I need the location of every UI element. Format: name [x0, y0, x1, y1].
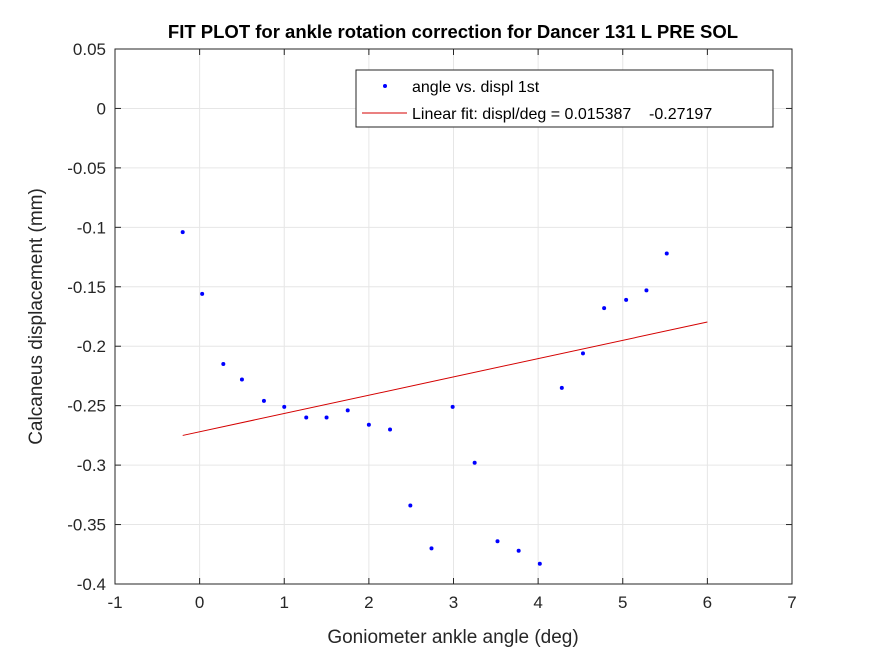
- data-point: [516, 548, 521, 553]
- legend-marker-scatter: [383, 84, 387, 88]
- fit-line: [182, 321, 708, 436]
- y-tick-label: -0.4: [77, 575, 106, 594]
- chart-title: FIT PLOT for ankle rotation correction f…: [168, 21, 738, 42]
- fit-layer: [182, 321, 708, 436]
- x-axis-label: Goniometer ankle angle (deg): [327, 627, 578, 648]
- data-point: [388, 427, 393, 432]
- data-point: [537, 561, 542, 566]
- y-tick-label: -0.25: [67, 397, 106, 416]
- data-point: [282, 404, 287, 409]
- x-axis-ticks: -1 0 1 2 3 4 5 6 7: [107, 49, 797, 612]
- data-point: [644, 288, 649, 293]
- y-tick-label: -0.3: [77, 456, 106, 475]
- data-point: [366, 422, 371, 427]
- x-tick-label: -1: [107, 593, 122, 612]
- y-tick-label: -0.1: [77, 218, 106, 237]
- data-point: [559, 385, 564, 390]
- data-point: [345, 408, 350, 413]
- x-tick-label: 6: [703, 593, 712, 612]
- x-tick-label: 0: [195, 593, 204, 612]
- x-tick-label: 7: [787, 593, 796, 612]
- x-tick-label: 1: [280, 593, 289, 612]
- x-tick-label: 4: [533, 593, 542, 612]
- data-point: [580, 351, 585, 356]
- data-point: [429, 546, 434, 551]
- y-tick-label: -0.05: [67, 159, 106, 178]
- data-point: [602, 306, 607, 311]
- data-point: [200, 291, 205, 296]
- data-point: [495, 539, 500, 544]
- data-point: [664, 251, 669, 256]
- y-tick-label: -0.15: [67, 278, 106, 297]
- data-point: [472, 460, 477, 465]
- legend: angle vs. displ 1st Linear fit: displ/de…: [355, 69, 774, 128]
- y-axis-label: Calcaneus displacement (mm): [26, 188, 47, 445]
- y-tick-label: 0: [97, 99, 106, 118]
- x-tick-label: 2: [364, 593, 373, 612]
- y-tick-label: -0.35: [67, 516, 106, 535]
- data-point: [324, 415, 329, 420]
- legend-box: [355, 69, 774, 128]
- data-point: [261, 398, 266, 403]
- data-point: [304, 415, 309, 420]
- data-point: [239, 377, 244, 382]
- y-tick-label: 0.05: [73, 40, 106, 59]
- x-tick-label: 3: [449, 593, 458, 612]
- data-point: [450, 404, 455, 409]
- legend-label-scatter: angle vs. displ 1st: [412, 79, 540, 96]
- y-axis-ticks: 0.05 0 -0.05 -0.1 -0.15 -0.2 -0.25 -0.3 -0.35 -0.…: [67, 40, 792, 594]
- data-point: [180, 230, 185, 235]
- scatter-layer: [180, 230, 669, 566]
- legend-label-fit: Linear fit: displ/deg = 0.015387 -0.2719…: [412, 106, 712, 123]
- data-point: [408, 503, 413, 508]
- y-tick-label: -0.2: [77, 337, 106, 356]
- data-point: [624, 297, 629, 302]
- x-tick-label: 5: [618, 593, 627, 612]
- data-point: [221, 362, 226, 367]
